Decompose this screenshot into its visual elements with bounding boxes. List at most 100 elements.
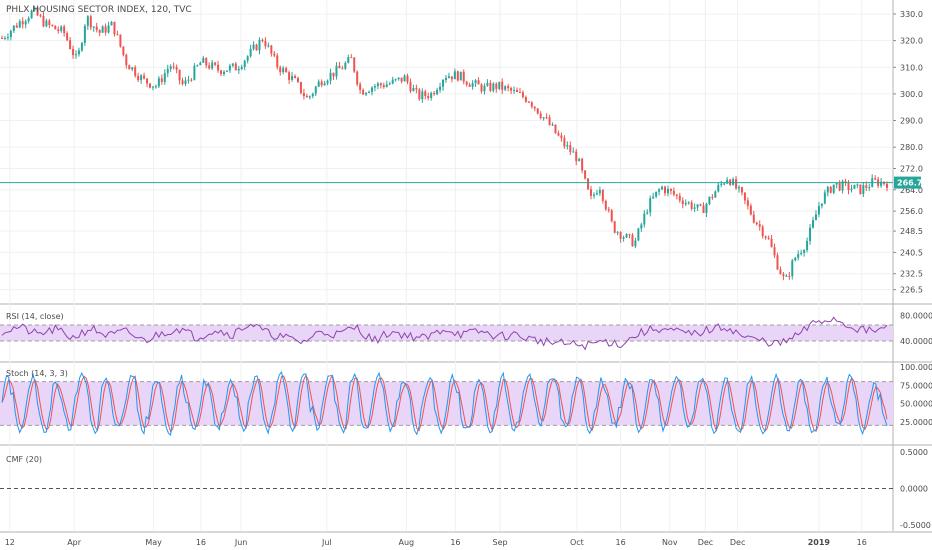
candle-body: [163, 73, 166, 82]
candle-body: [276, 55, 279, 68]
candle-body: [80, 43, 83, 51]
candle-body: [524, 97, 527, 102]
cmf-y-tick-label: -0.5000: [900, 521, 931, 530]
candle-body: [125, 54, 128, 66]
candle-body: [51, 24, 54, 26]
candle-body: [376, 83, 379, 87]
candle-body: [98, 29, 101, 33]
candle-body: [6, 37, 9, 39]
candle-body: [690, 202, 693, 209]
candle-body: [107, 25, 110, 33]
candle-body: [294, 76, 297, 79]
candle-body: [311, 93, 314, 97]
candle-body: [92, 26, 95, 28]
candle-body: [217, 64, 220, 71]
candle-body: [33, 7, 36, 11]
candle-body: [172, 66, 175, 68]
candle-body: [320, 81, 323, 86]
x-tick-label: Nov: [662, 538, 678, 547]
price-y-tick-label: 330.0: [900, 10, 923, 19]
candle-body: [353, 57, 356, 72]
x-tick-label: 16: [196, 538, 206, 547]
candle-body: [379, 83, 382, 86]
candle-body: [539, 113, 542, 119]
rsi-y-tick-label: 80.0000: [900, 311, 932, 320]
candle-body: [30, 10, 33, 19]
chart-title: PHLX HOUSING SECTOR INDEX, 120, TVC: [6, 5, 192, 15]
candle-body: [886, 183, 888, 188]
candle-body: [243, 60, 246, 68]
candle-body: [86, 16, 89, 26]
candle-body: [113, 21, 116, 35]
candle-body: [36, 7, 39, 16]
candle-body: [184, 80, 187, 84]
candle-body: [134, 67, 137, 76]
candle-body: [385, 84, 388, 87]
candle-body: [601, 190, 604, 201]
candle-body: [740, 187, 743, 193]
candle-body: [193, 65, 196, 80]
candle-body: [373, 86, 376, 88]
candle-body: [116, 34, 119, 36]
candle-body: [814, 214, 817, 221]
candle-body: [317, 81, 320, 87]
candle-body: [45, 20, 48, 27]
candle-body: [569, 145, 572, 152]
candle-body: [598, 190, 601, 194]
candle-body: [282, 68, 285, 73]
candle-body: [826, 186, 829, 193]
candle-body: [628, 234, 631, 236]
x-tick-label: Dec: [730, 538, 745, 547]
candle-body: [57, 29, 60, 31]
candle-body: [270, 45, 273, 54]
candle-body: [557, 133, 560, 136]
candle-body: [474, 80, 477, 84]
cmf-y-tick-label: 0.0000: [900, 485, 928, 494]
candle-body: [693, 207, 696, 209]
candle-body: [664, 186, 667, 194]
candle-body: [702, 205, 705, 213]
candle-body: [424, 91, 427, 97]
candle-body: [661, 186, 664, 190]
candle-body: [545, 117, 548, 119]
candle-body: [370, 87, 373, 92]
candle-body: [655, 191, 658, 197]
candle-body: [453, 71, 456, 80]
candle-body: [853, 184, 856, 189]
candle-body: [341, 68, 344, 70]
candle-body: [483, 85, 486, 92]
candle-body: [468, 84, 471, 87]
candle-body: [646, 212, 649, 214]
candle-body: [610, 210, 613, 222]
candle-body: [560, 135, 563, 138]
candle-body: [820, 203, 823, 206]
candle-body: [459, 71, 462, 81]
candle-body: [533, 106, 536, 109]
candle-body: [427, 96, 430, 99]
candle-body: [782, 274, 785, 277]
candle-body: [406, 75, 409, 82]
candle-body: [779, 269, 782, 275]
price-y-tick-label: 300.0: [900, 90, 923, 99]
candle-body: [637, 228, 640, 241]
candle-body: [749, 205, 752, 215]
x-tick-label: May: [145, 538, 162, 547]
candle-body: [516, 90, 519, 93]
candle-body: [649, 198, 652, 213]
candle-body: [77, 50, 80, 55]
candle-body: [258, 39, 261, 51]
price-y-tick-label: 264.0: [900, 186, 923, 195]
candle-body: [681, 200, 684, 205]
candle-body: [847, 182, 850, 191]
candle-body: [291, 76, 294, 80]
candle-body: [444, 78, 447, 81]
candle-body: [447, 76, 450, 79]
candle-body: [551, 124, 554, 126]
candle-body: [752, 214, 755, 223]
candle-body: [755, 222, 758, 225]
candle-body: [785, 275, 788, 277]
candle-body: [711, 196, 714, 198]
candle-body: [572, 151, 575, 153]
candle-body: [305, 96, 308, 98]
